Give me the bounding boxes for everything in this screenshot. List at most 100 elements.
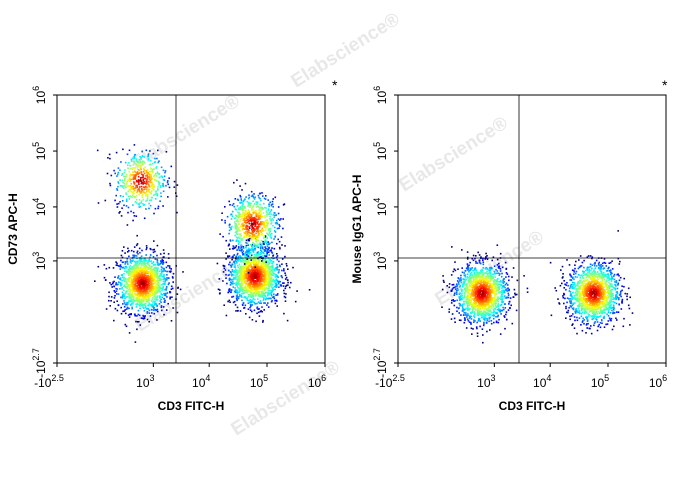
event-dot <box>140 158 142 160</box>
event-dot <box>250 265 252 267</box>
event-dot <box>140 279 143 282</box>
event-dot <box>133 279 136 281</box>
event-dot <box>139 268 141 270</box>
event-dot <box>261 262 264 264</box>
event-dot <box>163 274 165 276</box>
event-dot <box>246 234 249 236</box>
event-dot <box>256 270 259 273</box>
event-dot <box>140 185 143 188</box>
event-dot <box>176 311 179 314</box>
event-dot <box>256 302 258 305</box>
event-dot <box>130 289 132 291</box>
event-dot <box>249 213 251 215</box>
event-dot <box>117 275 120 277</box>
event-dot <box>117 265 120 267</box>
event-dot <box>260 239 263 242</box>
event-dot <box>117 304 120 306</box>
event-dot <box>494 272 496 275</box>
event-dot <box>140 157 142 159</box>
event-dot <box>268 287 270 290</box>
event-dot <box>487 286 490 288</box>
event-dot <box>246 267 248 269</box>
event-dot <box>233 278 236 280</box>
event-dot <box>155 281 157 284</box>
event-dot <box>132 274 135 277</box>
event-dot <box>497 315 499 318</box>
event-dot <box>466 265 469 267</box>
event-dot <box>139 262 141 264</box>
event-dot <box>131 285 134 288</box>
event-dot <box>126 267 128 269</box>
event-dot <box>279 280 282 283</box>
event-dot <box>109 157 111 160</box>
event-dot <box>241 238 244 240</box>
event-dot <box>255 269 258 272</box>
event-dot <box>146 271 149 273</box>
event-dot <box>261 285 263 288</box>
event-dot <box>275 294 277 296</box>
event-dot <box>135 275 138 277</box>
event-dot <box>479 261 481 264</box>
event-dot <box>251 222 253 224</box>
event-dot <box>269 283 272 285</box>
event-dot <box>145 182 148 185</box>
event-dot <box>253 256 255 258</box>
event-dot <box>256 235 259 237</box>
event-dot <box>149 289 151 291</box>
event-dot <box>266 250 268 252</box>
event-dot <box>142 176 144 179</box>
event-dot <box>254 225 256 228</box>
event-dot <box>500 275 503 278</box>
event-dot <box>498 283 500 286</box>
event-dot <box>265 236 268 239</box>
event-dot <box>260 253 262 256</box>
event-dot <box>257 301 260 303</box>
event-dot <box>238 249 241 252</box>
event-dot <box>135 320 137 323</box>
event-dot <box>135 293 137 296</box>
event-dot <box>508 279 510 282</box>
event-dot <box>263 226 266 228</box>
event-dot <box>241 223 243 226</box>
event-dot <box>156 270 159 273</box>
event-dot <box>140 272 143 274</box>
event-dot <box>263 206 266 209</box>
event-dot <box>484 272 486 274</box>
event-dot <box>236 294 239 296</box>
event-dot <box>133 280 135 282</box>
event-dot <box>148 287 151 289</box>
event-dot <box>137 275 140 278</box>
event-dot <box>155 292 158 294</box>
event-dot <box>250 300 252 303</box>
event-dot <box>148 320 150 323</box>
event-dot <box>118 212 120 214</box>
event-dot <box>247 252 249 255</box>
event-dot <box>250 220 253 222</box>
event-dot <box>150 175 153 178</box>
event-dot <box>257 220 259 223</box>
event-dot <box>248 262 251 264</box>
event-dot <box>108 153 111 156</box>
event-dot <box>139 283 142 285</box>
event-dot <box>260 271 262 273</box>
event-dot <box>267 275 270 277</box>
event-dot <box>151 303 153 306</box>
event-dot <box>141 304 144 307</box>
event-dot <box>142 292 144 294</box>
event-dot <box>232 203 235 205</box>
event-dot <box>265 256 267 259</box>
event-dot <box>256 289 259 292</box>
event-dot <box>155 273 157 276</box>
event-dot <box>142 290 144 292</box>
event-dot <box>237 266 240 269</box>
event-dot <box>139 303 142 306</box>
event-dot <box>490 266 492 269</box>
event-dot <box>136 184 138 187</box>
event-dot <box>136 234 138 237</box>
event-dot <box>163 294 166 296</box>
event-dot <box>255 237 258 240</box>
plot-frame <box>56 94 326 364</box>
event-dot <box>158 176 161 179</box>
event-dot <box>258 258 261 260</box>
event-dot <box>143 203 146 206</box>
